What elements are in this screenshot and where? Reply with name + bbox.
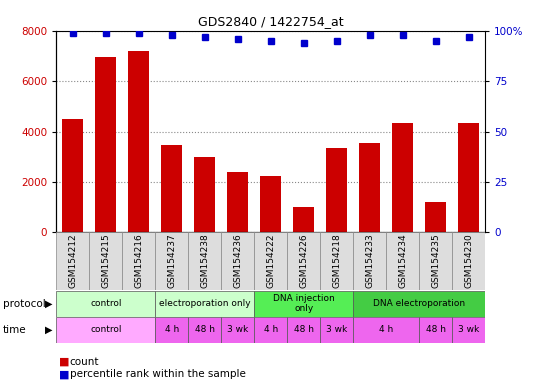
Bar bbox=[161, 146, 182, 232]
Bar bbox=[194, 157, 215, 232]
Bar bbox=[392, 123, 413, 232]
Bar bbox=[425, 202, 446, 232]
FancyBboxPatch shape bbox=[254, 232, 287, 290]
FancyBboxPatch shape bbox=[221, 232, 254, 290]
Bar bbox=[95, 57, 116, 232]
FancyBboxPatch shape bbox=[122, 232, 155, 290]
Bar bbox=[221, 317, 254, 343]
Text: GSM154235: GSM154235 bbox=[431, 234, 440, 288]
Text: GSM154236: GSM154236 bbox=[233, 234, 242, 288]
Bar bbox=[353, 291, 485, 317]
Bar bbox=[419, 317, 452, 343]
Bar bbox=[287, 317, 320, 343]
Text: time: time bbox=[3, 325, 26, 335]
Text: 48 h: 48 h bbox=[426, 325, 445, 334]
Text: GSM154238: GSM154238 bbox=[200, 234, 209, 288]
Text: GSM154212: GSM154212 bbox=[68, 234, 77, 288]
Text: DNA electroporation: DNA electroporation bbox=[373, 299, 465, 308]
Text: GSM154218: GSM154218 bbox=[332, 234, 341, 288]
FancyBboxPatch shape bbox=[419, 232, 452, 290]
FancyBboxPatch shape bbox=[353, 232, 386, 290]
Bar bbox=[320, 317, 353, 343]
Text: ▶: ▶ bbox=[45, 299, 53, 309]
Text: percentile rank within the sample: percentile rank within the sample bbox=[70, 369, 245, 379]
Text: 3 wk: 3 wk bbox=[326, 325, 347, 334]
FancyBboxPatch shape bbox=[56, 232, 90, 290]
Bar bbox=[293, 207, 315, 232]
Text: GSM154222: GSM154222 bbox=[266, 234, 275, 288]
Bar bbox=[227, 172, 248, 232]
Bar bbox=[188, 317, 221, 343]
Text: GSM154216: GSM154216 bbox=[134, 234, 143, 288]
Text: electroporation only: electroporation only bbox=[159, 299, 250, 308]
Text: ▶: ▶ bbox=[45, 325, 53, 335]
Text: 48 h: 48 h bbox=[294, 325, 314, 334]
Text: 4 h: 4 h bbox=[165, 325, 179, 334]
Bar bbox=[260, 175, 281, 232]
FancyBboxPatch shape bbox=[90, 232, 122, 290]
Bar bbox=[56, 291, 155, 317]
Bar bbox=[359, 143, 381, 232]
Text: 3 wk: 3 wk bbox=[458, 325, 479, 334]
FancyBboxPatch shape bbox=[386, 232, 419, 290]
FancyBboxPatch shape bbox=[188, 232, 221, 290]
Text: 4 h: 4 h bbox=[379, 325, 393, 334]
Text: GSM154215: GSM154215 bbox=[101, 234, 110, 288]
Bar bbox=[155, 317, 188, 343]
Text: GSM154230: GSM154230 bbox=[464, 234, 473, 288]
Text: protocol: protocol bbox=[3, 299, 46, 309]
Bar bbox=[458, 123, 479, 232]
Bar bbox=[128, 51, 150, 232]
Bar bbox=[254, 291, 353, 317]
Bar bbox=[326, 148, 347, 232]
FancyBboxPatch shape bbox=[452, 232, 485, 290]
Text: GSM154237: GSM154237 bbox=[167, 234, 176, 288]
Text: ■: ■ bbox=[59, 369, 70, 379]
Bar bbox=[254, 317, 287, 343]
Text: DNA injection
only: DNA injection only bbox=[273, 294, 334, 313]
Text: 3 wk: 3 wk bbox=[227, 325, 248, 334]
Title: GDS2840 / 1422754_at: GDS2840 / 1422754_at bbox=[198, 15, 344, 28]
Text: 4 h: 4 h bbox=[264, 325, 278, 334]
Bar bbox=[155, 291, 254, 317]
Text: GSM154226: GSM154226 bbox=[299, 234, 308, 288]
FancyBboxPatch shape bbox=[287, 232, 320, 290]
Bar bbox=[56, 317, 155, 343]
Text: GSM154233: GSM154233 bbox=[365, 234, 374, 288]
Text: 48 h: 48 h bbox=[195, 325, 215, 334]
FancyBboxPatch shape bbox=[155, 232, 188, 290]
Text: ■: ■ bbox=[59, 357, 70, 367]
Bar bbox=[62, 119, 84, 232]
FancyBboxPatch shape bbox=[320, 232, 353, 290]
Text: control: control bbox=[90, 299, 122, 308]
Bar bbox=[353, 317, 419, 343]
Text: GSM154234: GSM154234 bbox=[398, 234, 407, 288]
Text: control: control bbox=[90, 325, 122, 334]
Text: count: count bbox=[70, 357, 99, 367]
Bar bbox=[452, 317, 485, 343]
